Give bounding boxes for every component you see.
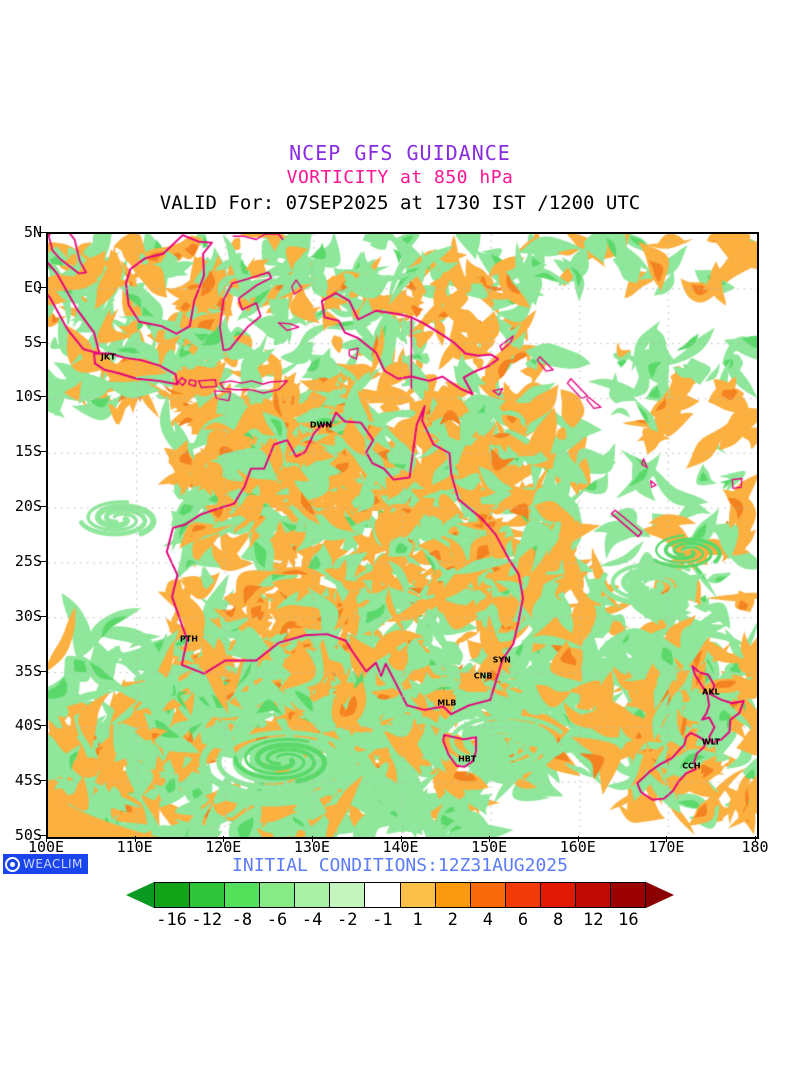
x-axis-tick-mark: [666, 836, 668, 842]
x-axis-tick-mark: [46, 836, 47, 842]
y-axis-tick-mark: [38, 725, 46, 727]
y-axis-tick-mark: [38, 560, 46, 562]
colorbar-tick-label: -8: [231, 910, 253, 930]
x-axis-tick-label: 170E: [648, 838, 685, 856]
colorbar-cell: [260, 883, 296, 907]
colorbar-cell: [365, 883, 401, 907]
colorbar-tick-label: -4: [301, 910, 323, 930]
colorbar-tick-label: 12: [583, 910, 604, 930]
colorbar-tick-label: -2: [337, 910, 358, 930]
y-axis-tick-label: 5N: [23, 223, 42, 241]
colorbar-tick-label: 8: [553, 910, 564, 930]
y-axis-tick-mark: [38, 780, 46, 782]
colorbar-cell: [155, 883, 191, 907]
colorbar-cell: [611, 883, 646, 907]
y-axis-tick-mark: [38, 286, 46, 288]
y-axis-tick-mark: [38, 232, 46, 233]
colorbar-cell: [540, 883, 576, 907]
colorbar: [126, 882, 674, 908]
colorbar-cell: [575, 883, 612, 907]
title-block: NCEP GFS GUIDANCE VORTICITY at 850 hPa V…: [0, 140, 800, 216]
y-axis-tick-label: 35S: [14, 661, 42, 680]
weaclim-logo: WEACLIM: [3, 854, 88, 874]
x-axis-tick-mark: [489, 836, 491, 842]
colorbar-cell: [400, 883, 436, 907]
y-axis-tick-label: 30S: [14, 606, 42, 625]
y-axis-tick-label: EQ: [23, 277, 42, 296]
colorbar-tick-label: 6: [517, 910, 529, 930]
weaclim-logo-text: WEACLIM: [23, 857, 83, 871]
y-axis-tick-mark: [38, 396, 46, 398]
y-axis-tick-mark: [38, 615, 46, 617]
x-axis-tick-mark: [311, 836, 313, 842]
y-axis-tick-label: 10S: [14, 387, 42, 406]
y-axis-tick-label: 40S: [14, 716, 42, 735]
colorbar-tick-label: -6: [266, 910, 288, 930]
y-axis-tick-mark: [38, 506, 46, 508]
colorbar-cell: [190, 883, 226, 907]
x-axis-tick-label: 130E: [293, 838, 330, 856]
colorbar-tick-label: 2: [447, 910, 458, 930]
vorticity-map-canvas: [48, 234, 757, 837]
map-plot-area: JKT DWN PTH SYN CNB MLB HBT AKL WLT CCH: [46, 232, 759, 839]
y-axis-tick-label: 25S: [14, 551, 42, 570]
page-title: NCEP GFS GUIDANCE: [289, 141, 511, 165]
colorbar-tick-label: -1: [372, 910, 393, 930]
x-axis-tick-mark: [577, 836, 579, 842]
colorbar-cell: [225, 883, 261, 907]
colorbar-tick-labels: -16 -12 -8 -6 -4 -2 -1 1 2 4 6 8 12 16: [126, 910, 674, 932]
x-axis-tick-label: 100E: [27, 838, 65, 856]
y-axis-tick-label: 20S: [14, 497, 42, 516]
y-axis-tick-mark: [38, 341, 46, 343]
colorbar-tick-label: 16: [618, 910, 639, 930]
x-axis-tick-label: 160E: [559, 838, 596, 856]
x-axis-tick-label: 150E: [471, 838, 508, 856]
x-axis-tick-mark: [400, 836, 402, 842]
colorbar-tick-label: 4: [482, 910, 493, 930]
colorbar-tick-label: 1: [412, 910, 423, 930]
colorbar-cell: [505, 883, 541, 907]
y-axis-tick-mark: [38, 835, 46, 836]
y-axis-tick-label: 50S: [14, 826, 42, 844]
x-axis-tick-mark: [755, 836, 756, 842]
y-axis-tick-mark: [38, 670, 46, 672]
y-axis-tick-mark: [38, 451, 46, 453]
colorbar-tick-label: -16: [156, 910, 187, 930]
initial-conditions-label: INITIAL CONDITIONS:12Z31AUG2025: [232, 855, 568, 876]
colorbar-cells: [154, 882, 646, 908]
x-axis-tick-label: 180: [741, 838, 769, 856]
colorbar-cell: [295, 883, 331, 907]
x-axis-tick-mark: [223, 836, 225, 842]
y-axis-tick-label: 45S: [14, 771, 42, 790]
y-axis-tick-label: 15S: [14, 442, 42, 461]
weaclim-circle-icon: [5, 856, 20, 872]
colorbar-cell: [330, 883, 366, 907]
colorbar-cell: [470, 883, 506, 907]
x-axis-tick-mark: [134, 836, 136, 842]
y-axis-tick-label: 5S: [23, 332, 42, 351]
colorbar-min-arrow-icon: [126, 882, 154, 908]
x-axis-tick-label: 120E: [205, 838, 242, 856]
x-axis-tick-label: 110E: [116, 838, 153, 856]
x-axis-tick-label: 140E: [382, 838, 419, 856]
colorbar-cell: [435, 883, 471, 907]
colorbar-max-arrow-icon: [646, 882, 674, 908]
page-subtitle: VORTICITY at 850 hPa: [286, 167, 514, 188]
colorbar-tick-label: -12: [191, 910, 223, 930]
valid-time-label: VALID For: 07SEP2025 at 1730 IST /1200 U…: [159, 192, 641, 214]
